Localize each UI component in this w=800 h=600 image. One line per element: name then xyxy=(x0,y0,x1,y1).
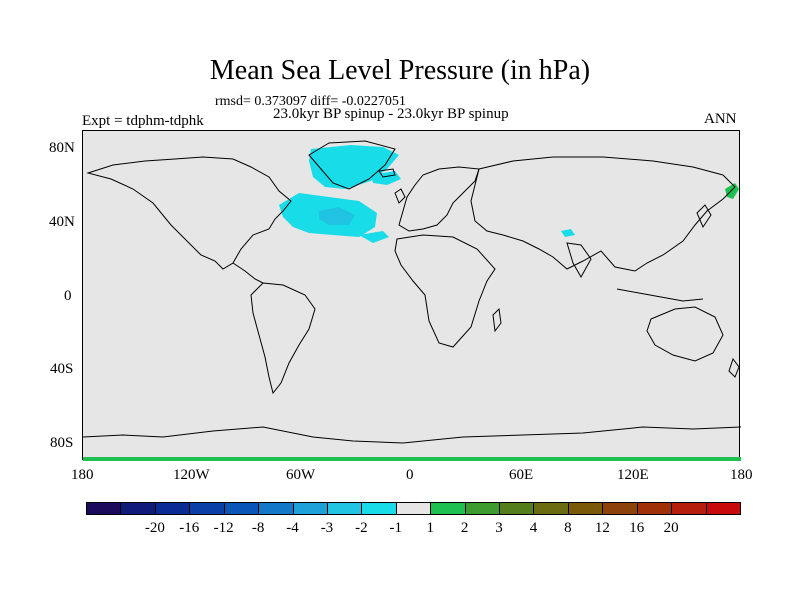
colorbar-label: 16 xyxy=(629,520,645,536)
colorbar-swatch xyxy=(705,502,741,515)
colorbar-swatch xyxy=(499,502,535,515)
colorbar-label: 3 xyxy=(495,520,503,536)
colorbar-swatch xyxy=(120,502,156,515)
colorbar-label: 20 xyxy=(663,520,679,536)
lat-tick-80s: 80S xyxy=(50,435,74,451)
colorbar-label: 4 xyxy=(529,520,538,536)
colorbar-swatch xyxy=(602,502,638,515)
colorbar-label: -8 xyxy=(251,520,265,536)
colorbar-swatch xyxy=(464,502,501,515)
south-america xyxy=(250,282,316,395)
colorbar-swatch xyxy=(395,502,432,515)
colorbar-label: -4 xyxy=(286,520,299,536)
new-zealand xyxy=(728,357,740,378)
colorbar-label: 8 xyxy=(564,520,572,536)
atlantic-tongue xyxy=(359,231,389,243)
lon-tick-0: 0 xyxy=(406,467,414,483)
lon-tick-180w: 180 xyxy=(71,467,94,483)
north-america xyxy=(86,156,292,270)
colorbar-label: 1 xyxy=(426,520,434,536)
lon-tick-120w: 120W xyxy=(173,467,210,483)
lon-tick-60w: 60W xyxy=(286,467,316,483)
colorbar-label: -16 xyxy=(179,520,200,536)
colorbar-label: 2 xyxy=(460,520,469,536)
africa xyxy=(394,234,496,348)
colorbar-swatch xyxy=(154,502,191,515)
colorbar-swatch xyxy=(636,502,673,515)
iceland-anomaly xyxy=(371,171,401,185)
colorbar-swatch xyxy=(361,502,397,515)
lat-tick-80n: 80N xyxy=(49,140,75,156)
experiment-label: Expt = tdphm-tdphk xyxy=(82,113,204,129)
lat-tick-40n: 40N xyxy=(49,214,75,230)
stats-text: rmsd= 0.373097 diff= -0.0227051 xyxy=(215,94,406,109)
uk xyxy=(394,188,406,204)
asia-anomaly xyxy=(561,229,575,237)
colorbar-swatch xyxy=(533,502,569,515)
colorbar-swatch xyxy=(326,502,363,515)
iceland xyxy=(378,168,396,178)
colorbar-swatch xyxy=(258,502,294,515)
lon-tick-120e: 120E xyxy=(617,467,649,483)
colorbar-swatch xyxy=(189,502,225,515)
india xyxy=(566,242,592,279)
coastlines xyxy=(83,140,741,444)
greenland xyxy=(308,140,396,190)
madagascar xyxy=(492,307,502,333)
pacific-positive xyxy=(725,183,739,199)
colorbar-swatch xyxy=(223,502,260,515)
asia xyxy=(470,156,736,272)
colorbar-swatch xyxy=(86,502,122,515)
colorbar-swatch xyxy=(292,502,328,515)
greenland-anomaly xyxy=(309,145,399,189)
lon-tick-180e: 180 xyxy=(730,467,753,483)
season-label: ANN xyxy=(704,111,737,127)
comparison-text: 23.0kyr BP spinup - 23.0kyr BP spinup xyxy=(273,106,509,122)
lat-tick-40s: 40S xyxy=(50,361,74,377)
colorbar-label: 12 xyxy=(594,520,610,536)
lat-tick-0: 0 xyxy=(64,288,72,304)
colorbar-swatch xyxy=(567,502,604,515)
colorbar-label: -2 xyxy=(355,520,368,536)
map-panel xyxy=(82,130,741,461)
colorbar-swatch xyxy=(430,502,466,515)
colorbar-label: -20 xyxy=(144,520,165,536)
north-atlantic-core xyxy=(319,207,355,225)
colorbar-label: -12 xyxy=(213,520,234,536)
antarctic-positive xyxy=(83,457,741,461)
colorbar-label: -1 xyxy=(389,520,403,536)
antarctica xyxy=(83,426,741,444)
lon-tick-60e: 60E xyxy=(509,467,534,483)
europe xyxy=(398,166,480,232)
world-map xyxy=(83,140,741,461)
colorbar-label: -3 xyxy=(320,520,334,536)
chart-title: Mean Sea Level Pressure (in hPa) xyxy=(209,55,591,86)
australia xyxy=(646,306,724,362)
japan xyxy=(696,204,712,229)
central-america xyxy=(232,262,264,284)
anomaly-shading xyxy=(83,145,741,461)
colorbar-swatch xyxy=(671,502,707,515)
indonesia xyxy=(616,288,704,302)
